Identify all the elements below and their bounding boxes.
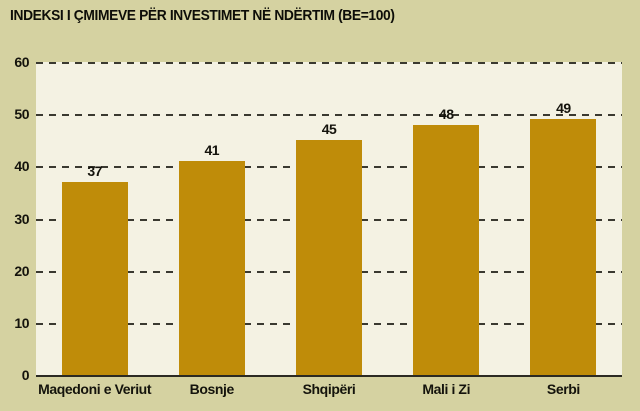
bar-value-label: 45: [321, 121, 337, 137]
bar-slot: 49: [505, 62, 622, 375]
bar-slot: 48: [388, 62, 505, 375]
bar-group: 37 41 45 48 49: [36, 62, 622, 375]
x-tick-label: Serbi: [546, 381, 580, 397]
bar: [530, 119, 597, 375]
bar-value-label: 49: [556, 100, 571, 116]
x-tick-label: Mali i Zi: [422, 381, 471, 397]
y-tick-label: 50: [14, 106, 29, 122]
x-tick-label: Shqipëri: [302, 381, 356, 397]
bar: [178, 161, 245, 375]
y-tick-label: 0: [21, 367, 30, 383]
bar-value-label: 48: [438, 106, 454, 122]
x-tick-label: Maqedoni e Veriut: [38, 381, 152, 397]
bar-value-label: 37: [87, 163, 102, 179]
gridline-50: [36, 114, 622, 116]
x-axis: Maqedoni e Veriut Bosnje Shqipëri Mali i Zi…: [36, 381, 622, 405]
y-tick-label: 20: [14, 263, 29, 279]
bar: [413, 125, 480, 375]
bar: [296, 140, 362, 375]
gridline-60: [36, 62, 622, 64]
y-tick-label: 10: [14, 315, 29, 331]
bar-slot: 41: [153, 62, 270, 375]
x-tick-label: Bosnje: [189, 381, 235, 397]
bar-slot: 45: [270, 62, 387, 375]
y-tick-label: 60: [14, 54, 29, 70]
bar: [61, 182, 128, 375]
y-tick-label: 30: [14, 211, 29, 227]
chart-title: INDEKSI I ÇMIMEVE PËR INVESTIMET NË NDËR…: [10, 7, 395, 24]
bar-slot: 37: [36, 62, 153, 375]
bar-value-label: 41: [204, 142, 220, 158]
y-axis: 0 10 20 30 40 50 60: [0, 54, 31, 383]
y-tick-label: 40: [14, 158, 29, 174]
plot-area: 37 41 45 48 49: [36, 62, 622, 377]
